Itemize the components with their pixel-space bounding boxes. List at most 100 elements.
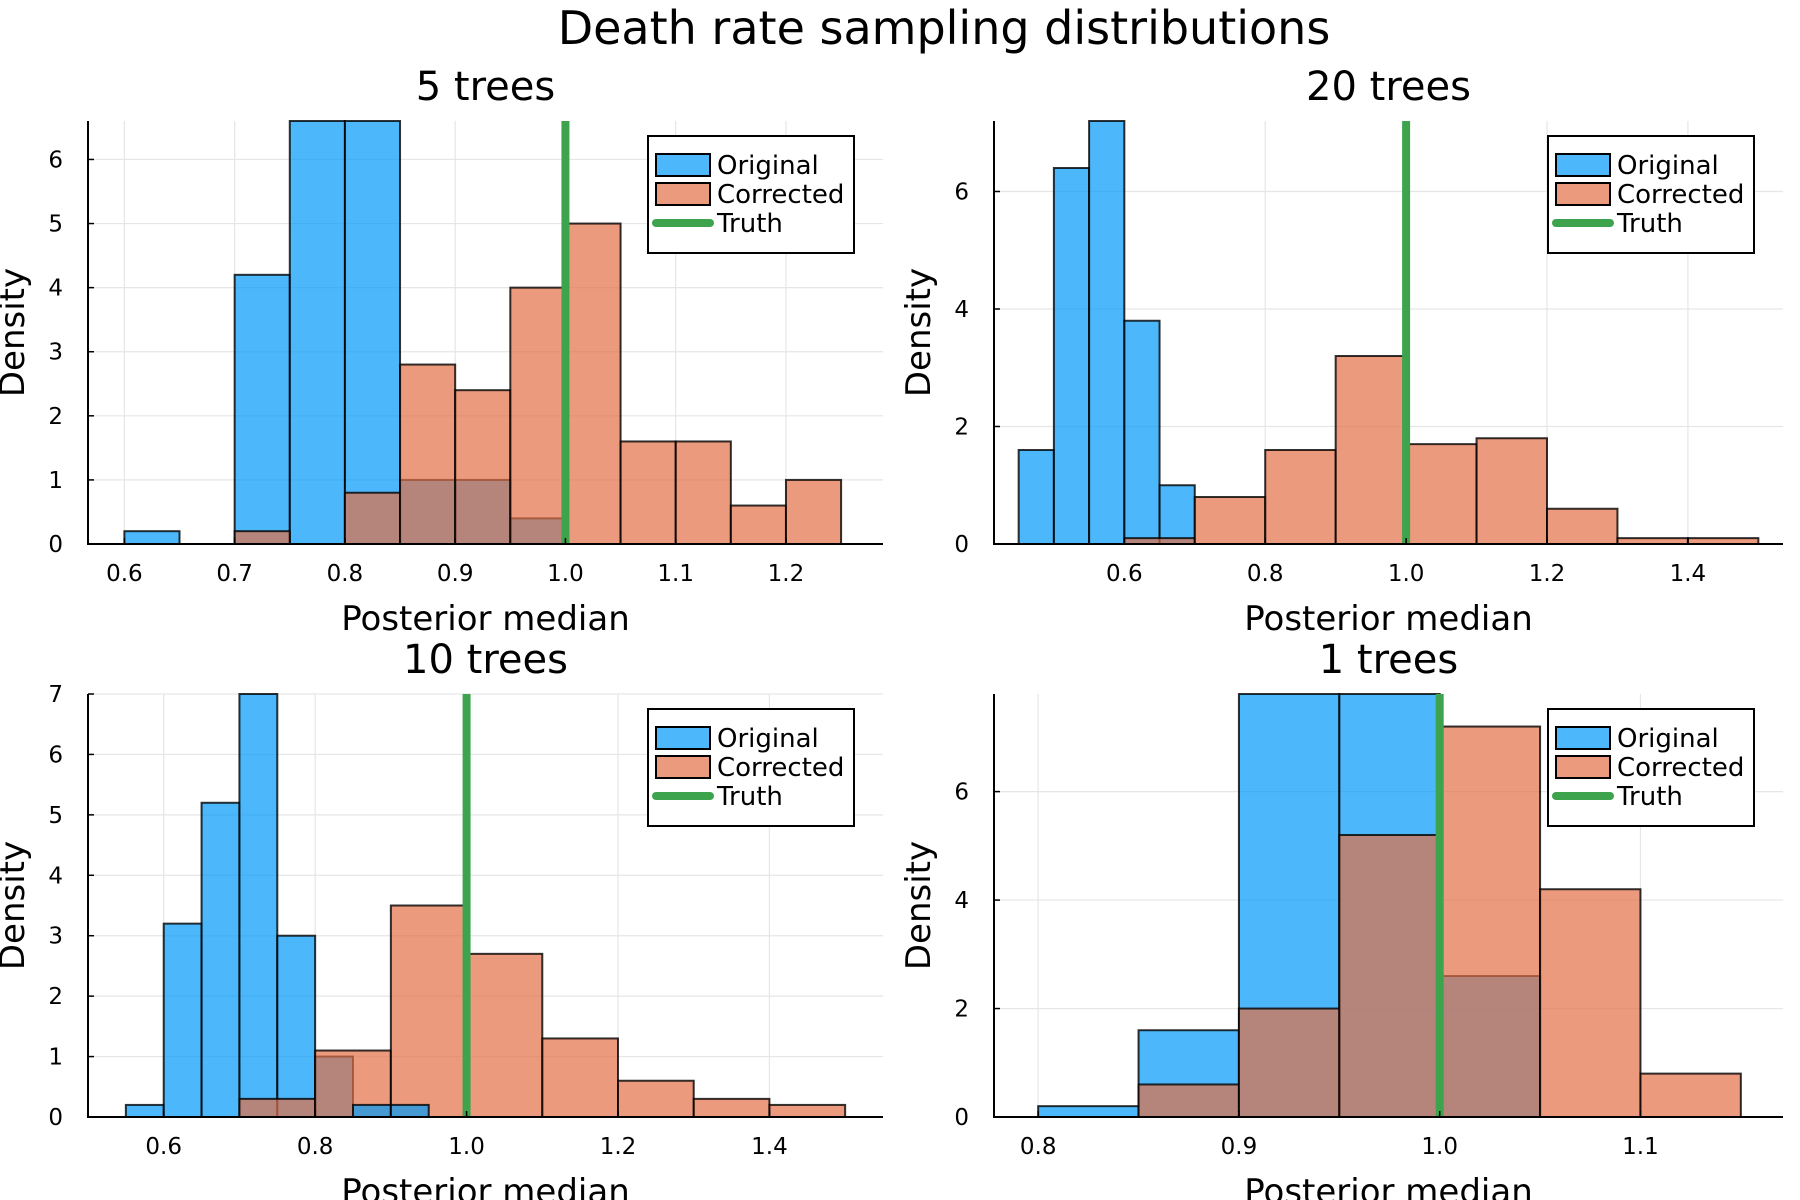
x-tick-label: 1.2 xyxy=(600,1134,637,1160)
y-tick-label: 2 xyxy=(48,404,63,430)
y-tick-label: 6 xyxy=(48,147,63,173)
x-tick-label: 0.8 xyxy=(1247,561,1284,587)
bar-corrected xyxy=(343,491,402,545)
y-axis-label: Density xyxy=(899,268,939,397)
bar-original xyxy=(288,120,346,545)
series-corrected xyxy=(1137,725,1742,1119)
bar-original xyxy=(233,273,291,545)
y-tick-label: 6 xyxy=(48,742,63,768)
y-tick-label: 0 xyxy=(48,532,63,558)
legend-swatch-original xyxy=(1555,726,1611,750)
panel-title: 10 trees xyxy=(403,637,568,683)
y-tick-label: 2 xyxy=(954,415,969,441)
x-tick-label: 0.8 xyxy=(297,1134,334,1160)
x-tick-label: 1.4 xyxy=(751,1134,788,1160)
bar-corrected xyxy=(674,440,732,546)
legend-label-truth: Truth xyxy=(716,782,783,812)
bar-corrected xyxy=(1405,443,1478,545)
x-axis-label: Posterior median xyxy=(1244,599,1533,639)
y-tick-label: 4 xyxy=(954,297,969,323)
y-tick-label: 5 xyxy=(48,212,63,238)
panel-title: 20 trees xyxy=(1306,64,1471,110)
y-tick-label: 7 xyxy=(48,682,63,708)
x-tick-label: 0.6 xyxy=(106,561,143,587)
bar-original xyxy=(124,1103,165,1119)
x-tick-label: 0.9 xyxy=(1221,1134,1258,1160)
bar-corrected xyxy=(1546,507,1619,545)
panel-title: 1 trees xyxy=(1319,637,1458,683)
y-tick-label: 2 xyxy=(48,984,63,1010)
y-tick-label: 0 xyxy=(954,532,969,558)
bar-corrected xyxy=(1334,355,1408,545)
x-tick-label: 0.6 xyxy=(145,1134,182,1160)
panel-1: 0.6 0.7 0.8 0.9 1.0 1.1 1.2 0 1 2 3 4 5 6 5 trees Poste… xyxy=(0,64,883,639)
legend-label-corrected: Corrected xyxy=(1617,753,1744,783)
legend-swatch-original xyxy=(655,726,711,750)
x-tick-label: 1.0 xyxy=(547,561,584,587)
bar-original xyxy=(1123,319,1161,545)
x-axis-label: Posterior median xyxy=(341,1172,630,1200)
x-tick-label: 0.8 xyxy=(327,561,364,587)
legend-label-corrected: Corrected xyxy=(1617,180,1744,210)
legend-swatch-original xyxy=(1555,153,1611,177)
panel-2: 0.6 0.8 1.0 1.2 1.4 0 2 4 6 20 trees Posterior med… xyxy=(899,64,1783,639)
x-tick-label: 1.2 xyxy=(768,561,805,587)
legend-swatch-corrected xyxy=(655,182,711,206)
bar-corrected xyxy=(1475,437,1549,545)
bar-corrected xyxy=(692,1097,771,1119)
bar-corrected xyxy=(238,1097,317,1119)
legend-label-truth: Truth xyxy=(1616,782,1683,812)
bar-corrected xyxy=(1193,496,1267,545)
y-axis-label: Density xyxy=(0,841,33,970)
legend-label-original: Original xyxy=(717,151,819,181)
y-tick-label: 4 xyxy=(954,888,969,914)
legend-label-truth: Truth xyxy=(716,209,783,239)
x-tick-label: 1.0 xyxy=(1421,1134,1458,1160)
panel-3: 0.6 0.8 1.0 1.2 1.4 0 1 2 3 4 5 6 7 10 trees Posterior… xyxy=(0,637,883,1200)
y-tick-label: 0 xyxy=(48,1105,63,1131)
x-tick-label: 1.2 xyxy=(1529,561,1566,587)
bar-original xyxy=(1088,120,1126,545)
y-tick-label: 4 xyxy=(48,276,63,302)
x-tick-label: 1.4 xyxy=(1670,561,1707,587)
bar-original xyxy=(389,1103,430,1119)
bar-corrected xyxy=(729,504,787,545)
series-corrected xyxy=(233,222,843,546)
x-tick-label: 0.8 xyxy=(1020,1134,1057,1160)
bar-original xyxy=(1052,167,1091,545)
bar-original xyxy=(238,693,279,1118)
bar-corrected xyxy=(1539,888,1642,1118)
panel-title: 5 trees xyxy=(416,64,555,110)
bar-corrected xyxy=(619,440,677,546)
bar-original xyxy=(352,1103,392,1119)
y-tick-label: 1 xyxy=(48,1045,63,1071)
y-axis-label: Density xyxy=(0,268,33,397)
bar-corrected xyxy=(768,1103,847,1119)
x-tick-label: 0.7 xyxy=(216,561,253,587)
y-tick-label: 2 xyxy=(954,997,969,1023)
series-original xyxy=(1017,120,1196,545)
series-corrected xyxy=(1123,355,1760,545)
series-corrected xyxy=(238,904,847,1119)
bar-original xyxy=(200,801,241,1118)
x-tick-label: 1.0 xyxy=(448,1134,485,1160)
x-tick-label: 1.0 xyxy=(1388,561,1425,587)
bar-corrected xyxy=(1639,1072,1742,1118)
x-tick-label: 1.1 xyxy=(1622,1134,1659,1160)
legend-label-original: Original xyxy=(1617,724,1719,754)
x-tick-label: 0.6 xyxy=(1106,561,1143,587)
y-tick-label: 0 xyxy=(954,1105,969,1131)
legend-label-original: Original xyxy=(717,724,819,754)
bar-corrected xyxy=(564,222,622,546)
bar-corrected xyxy=(1438,725,1542,1118)
y-tick-label: 1 xyxy=(48,468,63,494)
x-tick-label: 0.9 xyxy=(437,561,474,587)
legend-label-truth: Truth xyxy=(1616,209,1683,239)
bar-corrected xyxy=(233,530,291,546)
x-axis-label: Posterior median xyxy=(1244,1172,1533,1200)
legend-label-corrected: Corrected xyxy=(717,180,844,210)
y-tick-label: 6 xyxy=(954,780,969,806)
